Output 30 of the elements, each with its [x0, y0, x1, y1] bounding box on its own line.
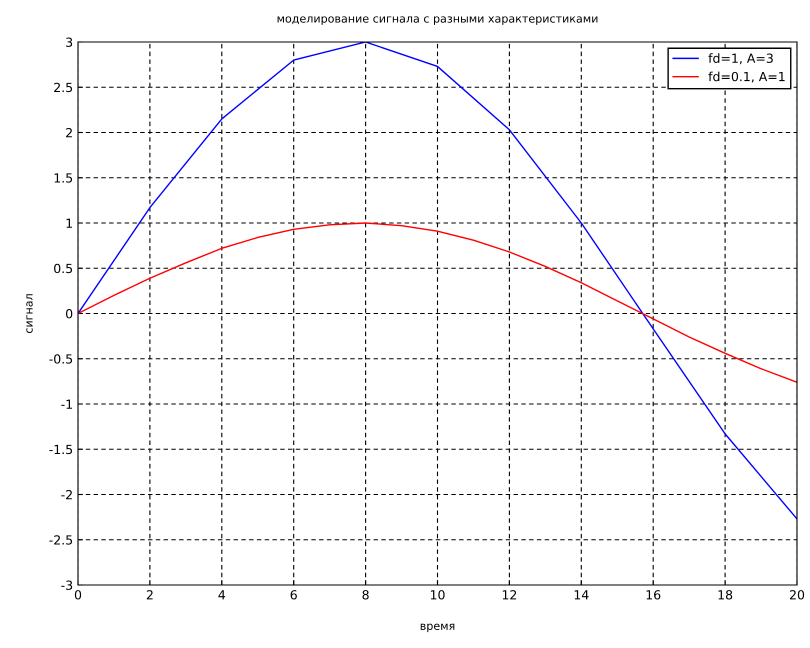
x-tick-label: 16	[646, 590, 660, 600]
x-axis-title: время	[420, 624, 454, 632]
x-tick-label: 6	[290, 590, 297, 600]
x-tick-label: 4	[218, 590, 226, 600]
y-tick-label: -0.5	[49, 354, 72, 364]
y-tick-label: -3	[61, 580, 72, 590]
y-tick-label: -1.5	[49, 444, 72, 454]
y-tick-label: 0.5	[54, 264, 72, 274]
legend-label: fd=0.1, A=1	[708, 72, 785, 83]
x-tick-label: 12	[502, 590, 516, 600]
y-tick-label: 2.5	[54, 82, 72, 92]
line-series	[78, 222, 797, 383]
x-tick-label: 10	[430, 590, 445, 600]
y-tick-label: 1.5	[54, 173, 72, 183]
y-tick-label: -2.5	[49, 535, 72, 545]
y-axis-title: сигнал	[26, 294, 33, 334]
x-tick-label: 2	[146, 590, 153, 600]
x-tick-label: 0	[74, 590, 82, 600]
y-tick-label: 1	[66, 218, 72, 228]
x-tick-label: 8	[362, 590, 369, 600]
y-tick-label: 3	[66, 37, 72, 47]
chart-title: моделирование сигнала с разными характеристиками	[278, 16, 598, 25]
x-tick-label: 20	[790, 590, 804, 600]
x-tick-label: 18	[718, 590, 732, 600]
y-tick-label: -2	[61, 490, 72, 500]
y-tick-label: 2	[66, 128, 72, 138]
x-tick-label: 14	[574, 590, 589, 600]
y-tick-label: 0	[66, 308, 72, 318]
y-tick-label: -1	[61, 400, 72, 409]
legend-label: fd=1, A=3	[708, 53, 773, 64]
